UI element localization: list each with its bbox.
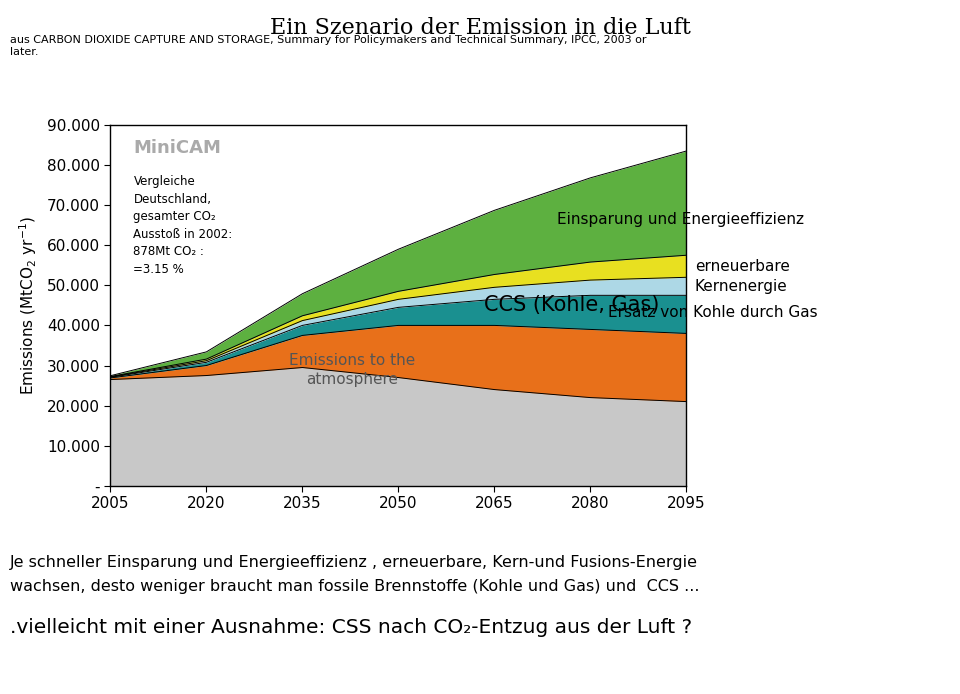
Text: Ersatz von Kohle durch Gas: Ersatz von Kohle durch Gas (608, 305, 818, 320)
Text: Emissions to the
atmosphere: Emissions to the atmosphere (289, 353, 416, 387)
Text: MiniCAM: MiniCAM (133, 139, 222, 158)
Text: aus CARBON DIOXIDE CAPTURE AND STORAGE, Summary for Policymakers and Technical S: aus CARBON DIOXIDE CAPTURE AND STORAGE, … (10, 35, 646, 44)
Text: CCS (Kohle, Gas): CCS (Kohle, Gas) (484, 296, 659, 315)
Text: Je schneller Einsparung und Energieeffizienz , erneuerbare, Kern-und Fusions-Ene: Je schneller Einsparung und Energieeffiz… (10, 555, 698, 570)
Text: Einsparung und Energieeffizienz: Einsparung und Energieeffizienz (557, 212, 804, 228)
Text: later.: later. (10, 47, 38, 57)
Text: .vielleicht mit einer Ausnahme: CSS nach CO₂-Entzug aus der Luft ?: .vielleicht mit einer Ausnahme: CSS nach… (10, 618, 692, 636)
Text: erneuerbare: erneuerbare (695, 259, 789, 273)
Text: wachsen, desto weniger braucht man fossile Brennstoffe (Kohle und Gas) und  CCS : wachsen, desto weniger braucht man fossi… (10, 579, 699, 595)
Y-axis label: Emissions (MtCO$_2$ yr$^{-1}$): Emissions (MtCO$_2$ yr$^{-1}$) (17, 216, 38, 395)
Text: Ein Szenario der Emission in die Luft: Ein Szenario der Emission in die Luft (270, 17, 690, 40)
Text: Vergleiche
Deutschland,
gesamter CO₂
Ausstoß in 2002:
878Mt CO₂ :
=3.15 %: Vergleiche Deutschland, gesamter CO₂ Aus… (133, 176, 232, 276)
Text: Kernenergie: Kernenergie (695, 279, 787, 294)
